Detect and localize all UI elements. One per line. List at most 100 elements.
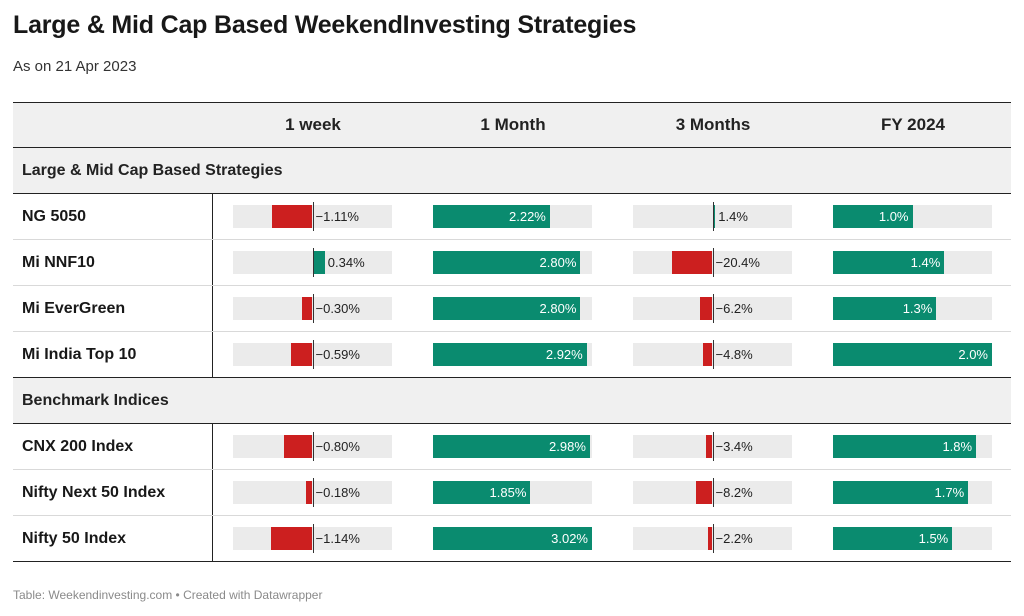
data-label: 0.34% <box>327 255 365 270</box>
footer-credit: Table: Weekendinvesting.com • Created wi… <box>13 588 323 602</box>
bar-track: 1.3% <box>833 297 992 320</box>
data-bar <box>433 297 581 320</box>
bar-track: 1.85% <box>433 481 592 504</box>
zero-axis <box>312 432 314 461</box>
data-bar <box>433 343 587 366</box>
zero-axis <box>712 524 714 553</box>
row-label: Mi India Top 10 <box>22 346 137 363</box>
data-bar <box>705 435 713 458</box>
table-row: Mi NNF10 0.34% 2.80% −20.4% 1.4% <box>13 240 1011 286</box>
table-row: CNX 200 Index −0.80% 2.98% −3.4% 1.8% <box>13 424 1011 470</box>
bar-track: −6.2% <box>633 294 792 323</box>
column-header: 1 week <box>285 115 341 134</box>
data-bar <box>301 297 313 320</box>
data-label: −6.2% <box>715 301 753 316</box>
data-label: 2.80% <box>539 301 577 316</box>
data-label: 1.3% <box>902 301 933 316</box>
data-label: −8.2% <box>715 485 753 500</box>
data-bar <box>433 481 531 504</box>
zero-axis <box>712 432 714 461</box>
bar-track: 1.5% <box>833 527 992 550</box>
row-label: NG 5050 <box>22 208 87 225</box>
data-label: 1.7% <box>934 485 965 500</box>
data-bar <box>271 527 313 550</box>
bar-track: −1.11% <box>233 202 392 231</box>
zero-axis <box>312 478 314 507</box>
data-bar <box>291 343 313 366</box>
row-label: CNX 200 Index <box>22 438 134 455</box>
bar-track: −0.30% <box>233 294 392 323</box>
zero-axis <box>712 340 714 369</box>
data-bar <box>696 481 713 504</box>
data-label: −1.14% <box>315 531 360 546</box>
bar-track: 0.34% <box>233 248 392 277</box>
group-label: Large & Mid Cap Based Strategies <box>22 162 283 179</box>
bar-track: −0.80% <box>233 432 392 461</box>
data-bar <box>712 205 716 228</box>
data-bar <box>433 527 592 550</box>
data-label: −0.30% <box>315 301 360 316</box>
data-label: 2.0% <box>958 347 988 362</box>
data-label: 1.85% <box>489 485 527 500</box>
group-label: Benchmark Indices <box>22 392 169 409</box>
column-divider <box>212 194 213 239</box>
data-bar <box>833 527 953 550</box>
bar-track: 1.4% <box>833 251 992 274</box>
data-bar <box>671 251 713 274</box>
bar-track: 1.7% <box>833 481 992 504</box>
data-label: 2.80% <box>539 255 577 270</box>
column-divider <box>212 516 213 561</box>
bar-track: 3.02% <box>433 527 592 550</box>
data-label: 3.02% <box>551 531 588 546</box>
data-label: 1.8% <box>942 439 973 454</box>
bar-track: −0.18% <box>233 478 392 507</box>
data-bar <box>433 251 581 274</box>
column-divider <box>212 470 213 515</box>
data-label: −4.8% <box>715 347 753 362</box>
column-divider <box>212 332 213 377</box>
zero-axis <box>712 478 714 507</box>
data-label: −1.11% <box>315 209 360 224</box>
zero-axis <box>312 524 314 553</box>
data-label: −0.18% <box>315 485 360 500</box>
table-row: NG 5050 −1.11% 2.22% 1.4% 1.0% <box>13 194 1011 240</box>
chart-title: Large & Mid Cap Based WeekendInvesting S… <box>13 11 637 39</box>
column-divider <box>212 240 213 285</box>
data-label: −0.59% <box>315 347 360 362</box>
data-bar <box>833 343 992 366</box>
data-label: −20.4% <box>715 255 760 270</box>
data-label: −3.4% <box>715 439 753 454</box>
data-bar <box>833 251 945 274</box>
group-header: Benchmark Indices <box>13 378 1011 424</box>
bar-track: −20.4% <box>633 248 792 277</box>
data-label: −0.80% <box>315 439 360 454</box>
column-header: 1 Month <box>480 115 546 134</box>
bar-track: 2.92% <box>433 343 592 366</box>
data-label: 2.22% <box>509 209 546 224</box>
zero-axis <box>312 340 314 369</box>
bar-track: 1.8% <box>833 435 992 458</box>
group-header: Large & Mid Cap Based Strategies <box>13 148 1011 194</box>
data-bar <box>283 435 313 458</box>
bar-track: 2.80% <box>433 251 592 274</box>
data-label: 1.0% <box>878 209 909 224</box>
data-label: 1.4% <box>718 209 748 224</box>
data-bar <box>833 205 913 228</box>
bar-track: 2.0% <box>833 343 992 366</box>
data-bar <box>700 297 713 320</box>
table-header: 1 week 1 Month 3 Months FY 2024 <box>13 102 1011 148</box>
data-bar <box>312 251 325 274</box>
bar-track: 2.98% <box>433 435 592 458</box>
data-label: 1.4% <box>910 255 941 270</box>
zero-axis <box>712 248 714 277</box>
bar-track: −2.2% <box>633 524 792 553</box>
zero-axis <box>312 248 314 277</box>
table-row: Nifty Next 50 Index −0.18% 1.85% −8.2% 1.7% <box>13 470 1011 516</box>
data-label: −2.2% <box>715 531 753 546</box>
data-bar <box>702 343 713 366</box>
bar-track: −1.14% <box>233 524 392 553</box>
bar-track: 1.0% <box>833 205 992 228</box>
data-label: 2.98% <box>549 439 586 454</box>
table-row: Mi EverGreen −0.30% 2.80% −6.2% 1.3% <box>13 286 1011 332</box>
row-label: Mi EverGreen <box>22 300 126 317</box>
